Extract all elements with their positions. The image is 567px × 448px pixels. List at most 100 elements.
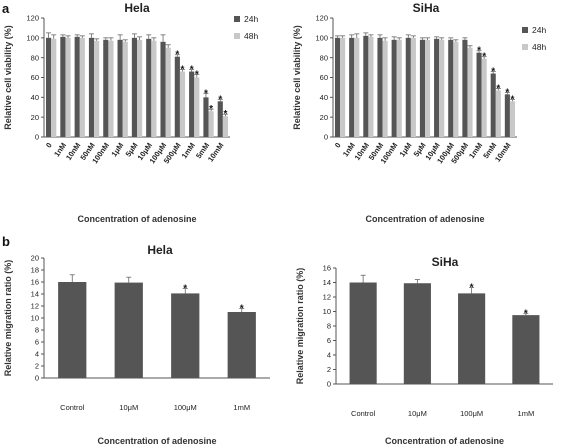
x-tick-label: 1mM [180, 141, 197, 160]
bar-48h [208, 111, 214, 137]
bar-48h [340, 37, 346, 138]
chart-siha-viability: SiHa 0 20 40 60 80 100 120 Relative cell viabili… [292, 1, 546, 224]
bar-48h [481, 58, 487, 137]
y-tick-label: 14 [31, 290, 39, 299]
y-tick-label: 10 [31, 314, 39, 323]
bar-series [171, 293, 200, 378]
bar-48h [453, 41, 459, 137]
y-tick-label: 16 [31, 278, 39, 287]
y-tick-label: 100 [315, 34, 328, 43]
x-axis-label: Concentration of adenosine [385, 436, 504, 446]
y-tick-label: 0 [324, 133, 328, 142]
significance-mark: * [223, 109, 227, 120]
bar-48h [467, 47, 473, 137]
y-tick-label: 2 [35, 362, 39, 371]
bar-24h [334, 37, 341, 138]
bar-48h [122, 41, 128, 137]
y-tick-label: 80 [320, 53, 328, 62]
chart-title: SiHa [413, 1, 440, 15]
bar-24h [405, 37, 411, 138]
y-tick-label: 8 [327, 322, 331, 331]
bar-48h [51, 38, 57, 138]
bar-series [512, 315, 540, 384]
significance-mark: * [209, 104, 213, 115]
x-axis-label: Concentration of adenosine [97, 436, 216, 446]
bar-24h [160, 41, 166, 137]
legend-swatch [234, 33, 240, 39]
bar-series [403, 283, 431, 384]
bar-48h [65, 37, 71, 138]
y-axis-label: Relative migration ratio (%) [295, 268, 305, 385]
x-tick-label: 1mM [467, 141, 484, 160]
panel-letter-b: b [2, 234, 10, 249]
legend-swatch [522, 27, 528, 33]
bar-24h [504, 94, 510, 137]
y-axis-label: Relative migration ratio (%) [3, 260, 13, 377]
chart-title: Hela [147, 243, 173, 257]
bar-24h [363, 35, 369, 137]
y-tick-label: 80 [31, 53, 39, 62]
x-tick-label: 1mM [518, 409, 535, 418]
bar-24h [189, 71, 195, 137]
x-axis-label: Concentration of adenosine [77, 214, 196, 224]
bar-24h [490, 73, 496, 137]
y-tick-label: 20 [31, 113, 39, 122]
x-tick-label: 1μM [397, 141, 413, 158]
x-tick-label: 0 [333, 141, 343, 150]
bar-48h [151, 40, 157, 137]
y-tick-label: 60 [31, 73, 39, 82]
legend-entry: 48h [244, 31, 258, 41]
panel-letter-a: a [2, 1, 10, 16]
y-tick-label: 6 [327, 336, 331, 345]
bar-48h [108, 40, 114, 137]
legend-entry: 24h [244, 14, 258, 24]
legend-entry: 24h [532, 25, 546, 35]
y-axis-label: Relative cell viability (%) [3, 25, 13, 130]
bar-48h [222, 116, 228, 137]
y-tick-label: 14 [323, 278, 331, 287]
y-tick-label: 40 [31, 93, 39, 102]
y-tick-label: 8 [35, 326, 39, 335]
significance-mark: * [511, 94, 515, 105]
bar-48h [439, 39, 445, 137]
legend-entry: 48h [532, 42, 546, 52]
bar-24h [46, 37, 52, 138]
significance-mark: * [470, 283, 474, 294]
bar-series [349, 282, 377, 384]
bar-48h [382, 40, 388, 137]
chart-title: Hela [124, 1, 150, 15]
significance-mark: * [195, 70, 199, 81]
bar-24h [462, 39, 468, 137]
bar-48h [354, 37, 360, 138]
y-axis-label: Relative cell viability (%) [292, 25, 302, 130]
significance-mark: * [477, 46, 481, 57]
x-tick-label: 1μM [109, 141, 125, 158]
significance-mark: * [505, 87, 509, 98]
significance-mark: * [491, 67, 495, 78]
y-tick-label: 2 [327, 365, 331, 374]
bar-48h [79, 37, 85, 138]
y-tick-label: 60 [320, 73, 328, 82]
bar-24h [60, 36, 66, 137]
significance-mark: * [183, 284, 187, 295]
x-tick-label: 10μM [408, 409, 427, 418]
significance-mark: * [175, 50, 179, 61]
chart-hela-migration: Hela 0 2 4 6 8 10 12 14 16 18 20 Relative migration … [3, 243, 270, 446]
bar-24h [217, 101, 223, 137]
bar-24h [74, 36, 80, 137]
bar-48h [509, 101, 516, 137]
x-tick-label: 100μM [460, 409, 483, 418]
y-tick-label: 6 [35, 338, 39, 347]
bar-48h [137, 39, 143, 137]
bar-series [58, 282, 87, 378]
y-tick-label: 0 [327, 380, 331, 389]
bar-48h [425, 39, 431, 137]
bar-24h [391, 39, 397, 137]
bar-24h [117, 39, 123, 137]
y-tick-label: 0 [35, 374, 39, 383]
chart-title: SiHa [432, 255, 459, 269]
x-axis-label: Concentration of adenosine [365, 214, 484, 224]
bar-24h [146, 38, 152, 138]
bar-24h [476, 52, 482, 138]
